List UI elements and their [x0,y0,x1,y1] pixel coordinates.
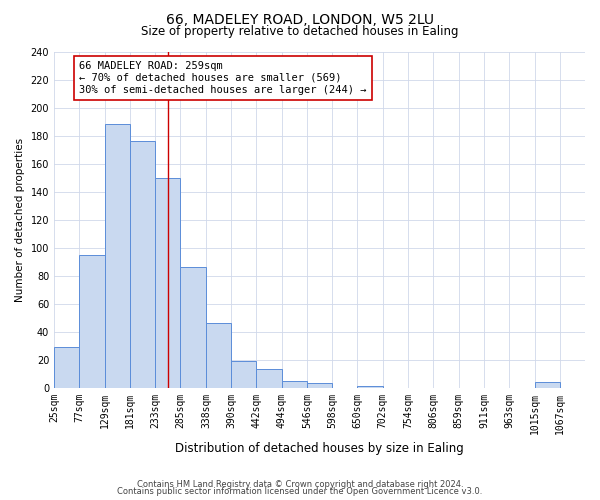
Bar [79,254,104,388]
Y-axis label: Number of detached properties: Number of detached properties [15,138,25,302]
Bar [535,382,560,388]
Text: 66 MADELEY ROAD: 259sqm
← 70% of detached houses are smaller (569)
30% of semi-d: 66 MADELEY ROAD: 259sqm ← 70% of detache… [79,62,367,94]
Bar [256,370,281,388]
Bar [206,323,231,388]
Bar [130,141,155,388]
Text: Contains public sector information licensed under the Open Government Licence v3: Contains public sector information licen… [118,487,482,496]
Bar [358,386,383,388]
Text: 66, MADELEY ROAD, LONDON, W5 2LU: 66, MADELEY ROAD, LONDON, W5 2LU [166,12,434,26]
Bar [307,384,332,388]
Bar [231,361,256,388]
Bar [54,347,79,388]
Bar [104,124,130,388]
Bar [281,380,307,388]
Text: Contains HM Land Registry data © Crown copyright and database right 2024.: Contains HM Land Registry data © Crown c… [137,480,463,489]
Bar [155,178,180,388]
X-axis label: Distribution of detached houses by size in Ealing: Distribution of detached houses by size … [175,442,464,455]
Text: Size of property relative to detached houses in Ealing: Size of property relative to detached ho… [141,25,459,38]
Bar [180,267,206,388]
